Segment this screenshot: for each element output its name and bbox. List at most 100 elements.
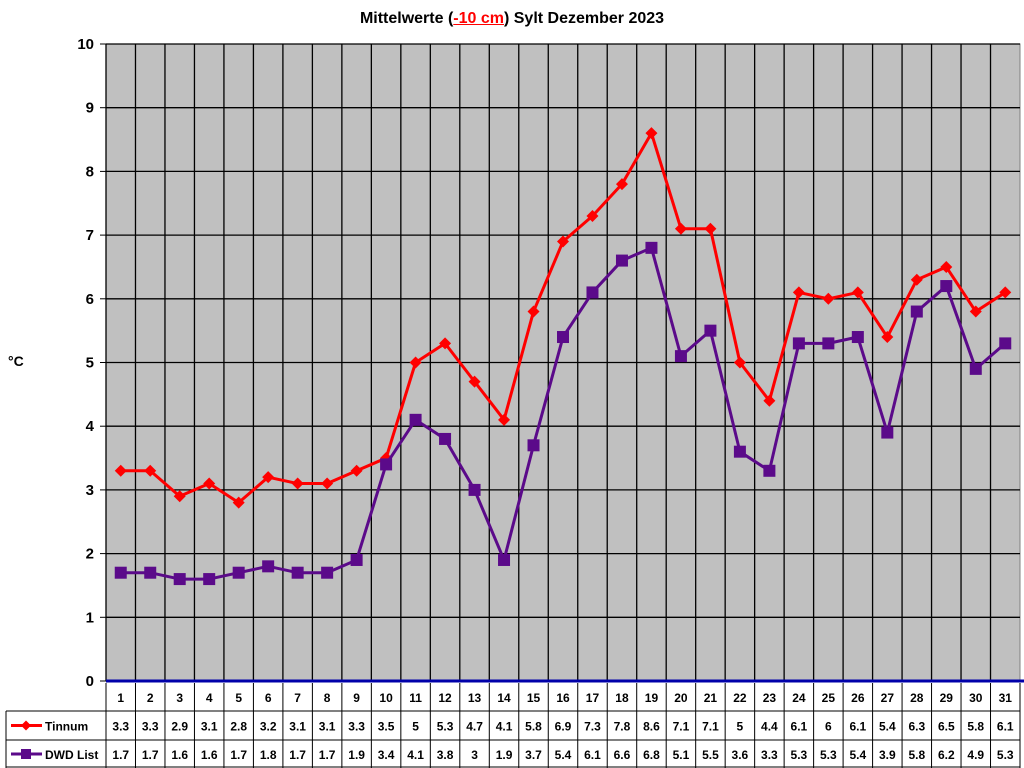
table-cell-value: 7.1 — [702, 720, 719, 734]
diamond-marker — [527, 305, 540, 318]
x-category-label: 4 — [206, 691, 213, 705]
square-marker — [940, 280, 953, 293]
table-cell-value: 1.7 — [112, 748, 129, 762]
table-cell-value: 1.8 — [260, 748, 277, 762]
table-cell-value: 5.4 — [879, 720, 896, 734]
x-category-label: 15 — [527, 691, 541, 705]
square-marker — [615, 254, 628, 267]
table-cell-value: 3.1 — [289, 720, 306, 734]
x-category-label: 18 — [615, 691, 629, 705]
x-category-label: 30 — [969, 691, 983, 705]
table-cell-value: 6.9 — [555, 720, 572, 734]
title-suffix: ) Sylt Dezember 2023 — [503, 10, 665, 27]
square-marker — [380, 458, 393, 471]
square-marker — [557, 331, 569, 344]
x-category-label: 21 — [704, 691, 718, 705]
x-category-label: 19 — [645, 691, 659, 705]
x-category-label: 22 — [733, 691, 747, 705]
x-category-label: 13 — [468, 691, 482, 705]
legend-key-series-dwd-list — [11, 749, 42, 759]
table-cell-value: 7.3 — [584, 720, 601, 734]
table-cell-value: 5.4 — [555, 748, 572, 762]
y-tick-label: 4 — [86, 418, 95, 435]
table-cell-value: 5.1 — [673, 748, 690, 762]
diamond-marker — [822, 292, 835, 305]
x-category-label: 23 — [763, 691, 777, 705]
title-depth-highlight: -10 cm — [453, 10, 504, 27]
square-marker — [792, 337, 805, 350]
x-category-label: 17 — [586, 691, 600, 705]
square-marker — [910, 305, 923, 318]
diamond-marker — [350, 464, 363, 477]
table-cell-value: 3.5 — [378, 720, 395, 734]
table-cell-value: 4.4 — [761, 720, 778, 734]
legend-diamond-icon — [21, 720, 31, 731]
table-cell-value: 1.7 — [319, 748, 336, 762]
table-cell-value: 3 — [471, 748, 478, 762]
diamond-marker — [439, 337, 452, 350]
y-axis-label: °C — [8, 353, 24, 369]
diamond-marker — [733, 356, 746, 369]
y-tick-label: 3 — [86, 482, 94, 499]
x-category-label: 16 — [556, 691, 570, 705]
square-marker — [232, 566, 245, 579]
legend-label: DWD List — [45, 748, 98, 762]
legend-square-icon — [21, 749, 31, 759]
square-marker — [144, 566, 157, 579]
diamond-marker — [763, 394, 776, 407]
x-category-label: 9 — [353, 691, 360, 705]
y-tick-label: 6 — [86, 291, 94, 308]
table-cell-value: 5 — [412, 720, 419, 734]
y-tick-label: 10 — [77, 36, 94, 53]
square-marker — [439, 432, 452, 445]
table-cell-value: 1.7 — [230, 748, 247, 762]
square-marker — [409, 413, 422, 426]
series-dwd-list — [114, 241, 1012, 586]
table-cell-value: 6.1 — [997, 720, 1014, 734]
x-category-label: 28 — [910, 691, 924, 705]
diamond-marker — [468, 375, 481, 388]
square-marker — [763, 464, 776, 477]
y-tick-label: 7 — [86, 227, 94, 244]
x-category-label: 14 — [497, 691, 511, 705]
table-cell-value: 6.3 — [908, 720, 925, 734]
table-cell-value: 8.6 — [643, 720, 660, 734]
x-category-label: 7 — [294, 691, 301, 705]
y-tick-label: 1 — [86, 609, 94, 626]
table-cell-value: 5.8 — [525, 720, 542, 734]
diamond-marker — [321, 477, 334, 490]
x-category-label: 27 — [881, 691, 895, 705]
diamond-marker — [999, 286, 1012, 299]
x-category-label: 20 — [674, 691, 688, 705]
legend-label: Tinnum — [45, 720, 88, 734]
square-marker — [999, 337, 1012, 350]
diamond-marker — [262, 471, 275, 484]
x-category-label: 26 — [851, 691, 865, 705]
x-category-label: 3 — [176, 691, 183, 705]
table-cell-value: 3.8 — [437, 748, 454, 762]
square-marker — [674, 350, 687, 363]
table-cell-value: 5.8 — [908, 748, 925, 762]
square-marker — [733, 445, 746, 458]
diamond-marker — [674, 222, 687, 235]
y-tick-label: 9 — [86, 100, 94, 117]
square-marker — [969, 362, 982, 375]
y-tick-label: 5 — [86, 355, 94, 372]
series-tinnum — [114, 127, 1012, 509]
x-category-label: 24 — [792, 691, 806, 705]
diamond-marker — [645, 127, 658, 140]
table-cell-value: 6 — [825, 720, 832, 734]
x-category-label: 10 — [379, 691, 393, 705]
table-cell-value: 1.6 — [171, 748, 188, 762]
legend-key-series-tinnum — [11, 720, 42, 731]
diamond-marker — [792, 286, 805, 299]
diamond-marker — [232, 496, 245, 509]
table-cell-value: 3.1 — [201, 720, 218, 734]
table-cell-value: 6.1 — [791, 720, 808, 734]
x-category-label: 25 — [822, 691, 836, 705]
diamond-marker — [910, 273, 923, 286]
square-marker — [114, 566, 127, 579]
diamond-marker — [557, 235, 569, 248]
table-cell-value: 4.7 — [466, 720, 483, 734]
